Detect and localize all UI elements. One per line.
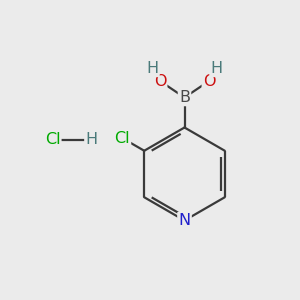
Text: B: B xyxy=(179,90,190,105)
Text: H: H xyxy=(85,132,98,147)
Text: O: O xyxy=(203,74,215,88)
Text: N: N xyxy=(178,213,190,228)
Text: H: H xyxy=(211,61,223,76)
Text: H: H xyxy=(146,61,158,76)
Text: O: O xyxy=(154,74,166,88)
Text: Cl: Cl xyxy=(114,130,130,146)
Text: Cl: Cl xyxy=(45,132,60,147)
